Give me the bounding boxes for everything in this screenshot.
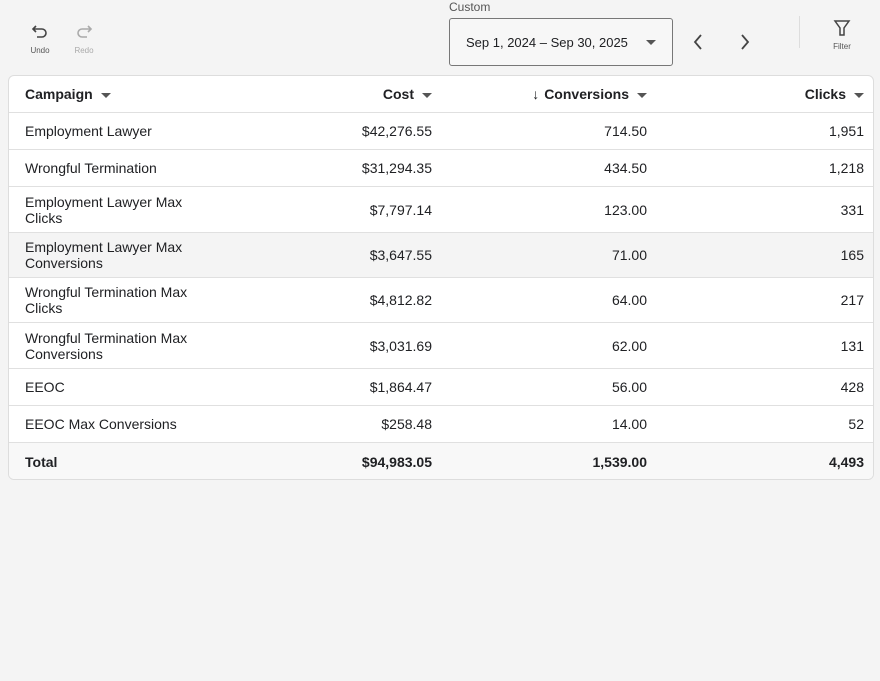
undo-button[interactable]: Undo xyxy=(24,22,56,55)
cell-clicks: 131 xyxy=(840,337,864,354)
cell-conversions: 434.50 xyxy=(604,160,647,176)
cell-cost: $7,797.14 xyxy=(369,201,432,218)
total-clicks: 4,493 xyxy=(828,453,864,470)
cell-cost: $1,864.47 xyxy=(369,379,432,395)
table-row[interactable]: Wrongful Termination Max Conversions $3,0… xyxy=(9,323,873,369)
cell-clicks: 1,218 xyxy=(828,160,864,176)
previous-period-button[interactable] xyxy=(686,30,710,54)
header-clicks[interactable]: Clicks xyxy=(647,86,864,102)
filter-icon xyxy=(833,20,851,36)
total-conversions: 1,539.00 xyxy=(592,453,648,470)
table-row[interactable]: EEOC $1,864.47 56.00 428 xyxy=(9,369,873,406)
redo-icon xyxy=(77,25,93,38)
cell-clicks: 52 xyxy=(848,416,864,432)
table-header: Campaign Cost ↓ Conversions Clicks xyxy=(9,76,873,113)
table-row[interactable]: Wrongful Termination $31,294.35 434.50 1,21… xyxy=(9,150,873,187)
total-label: Total xyxy=(25,453,58,470)
cell-conversions: 62.00 xyxy=(611,337,647,354)
redo-label: Redo xyxy=(74,46,94,55)
cell-conversions: 64.00 xyxy=(611,292,647,308)
cell-clicks: 1,951 xyxy=(828,123,864,139)
cell-campaign: EEOC Max Conversions xyxy=(25,416,177,432)
redo-button[interactable]: Redo xyxy=(68,22,100,55)
cell-clicks: 165 xyxy=(840,247,864,263)
cell-campaign: Employment Lawyer Max Clicks xyxy=(25,193,183,226)
cell-conversions: 56.00 xyxy=(611,379,647,395)
cell-campaign: Employment Lawyer xyxy=(25,123,152,139)
header-cost[interactable]: Cost xyxy=(209,86,432,102)
cell-clicks: 217 xyxy=(840,292,864,308)
date-range-label: Custom xyxy=(449,0,491,14)
toolbar-divider xyxy=(799,16,800,48)
table-row[interactable]: Employment Lawyer Max Clicks $7,797.14 123… xyxy=(9,187,873,233)
campaign-table: Campaign Cost ↓ Conversions Clicks Employ… xyxy=(8,75,874,480)
date-range-value: Sep 1, 2024 – Sep 30, 2025 xyxy=(466,34,628,50)
header-label: Conversions xyxy=(544,86,629,102)
cell-conversions: 714.50 xyxy=(604,123,647,139)
cell-conversions: 71.00 xyxy=(611,247,647,263)
undo-label: Undo xyxy=(30,46,50,55)
sort-menu-icon xyxy=(637,92,647,98)
header-label: Cost xyxy=(382,86,414,102)
date-range-select[interactable]: Sep 1, 2024 – Sep 30, 2025 xyxy=(449,18,673,66)
undo-icon xyxy=(31,25,47,38)
sort-menu-icon xyxy=(422,92,432,98)
header-campaign[interactable]: Campaign xyxy=(9,86,209,102)
cell-campaign: Employment Lawyer Max Conversions xyxy=(25,239,183,271)
sort-menu-icon xyxy=(100,92,111,98)
cell-campaign: Wrongful Termination xyxy=(25,160,157,176)
cell-campaign: EEOC xyxy=(25,379,65,395)
table-row[interactable]: Wrongful Termination Max Clicks $4,812.82… xyxy=(9,278,873,323)
total-row: Total $94,983.05 1,539.00 4,493 xyxy=(9,443,873,479)
sort-descending-icon: ↓ xyxy=(532,86,540,102)
header-conversions[interactable]: ↓ Conversions xyxy=(432,86,647,102)
cell-cost: $31,294.35 xyxy=(361,160,432,176)
filter-label: Filter xyxy=(833,42,851,51)
cell-cost: $4,812.82 xyxy=(369,292,432,308)
sort-menu-icon xyxy=(854,92,864,98)
cell-cost: $3,031.69 xyxy=(369,337,432,354)
cell-campaign: Wrongful Termination Max Clicks xyxy=(25,284,188,316)
table-row[interactable]: Employment Lawyer Max Conversions $3,647.… xyxy=(9,233,873,278)
cell-clicks: 331 xyxy=(840,201,864,218)
filter-button[interactable]: Filter xyxy=(826,18,858,51)
cell-cost: $3,647.55 xyxy=(369,247,432,263)
cell-conversions: 14.00 xyxy=(611,416,647,432)
dropdown-arrow-icon xyxy=(646,39,656,45)
total-cost: $94,983.05 xyxy=(361,453,432,470)
cell-cost: $42,276.55 xyxy=(361,123,432,139)
header-label: Campaign xyxy=(25,86,93,102)
table-row[interactable]: EEOC Max Conversions $258.48 14.00 52 xyxy=(9,406,873,443)
cell-cost: $258.48 xyxy=(381,416,432,432)
cell-clicks: 428 xyxy=(840,379,864,395)
table-row[interactable]: Employment Lawyer $42,276.55 714.50 1,951 xyxy=(9,113,873,150)
cell-conversions: 123.00 xyxy=(604,201,647,218)
cell-campaign: Wrongful Termination Max Conversions xyxy=(25,329,188,362)
header-label: Clicks xyxy=(804,86,846,102)
next-period-button[interactable] xyxy=(733,30,757,54)
